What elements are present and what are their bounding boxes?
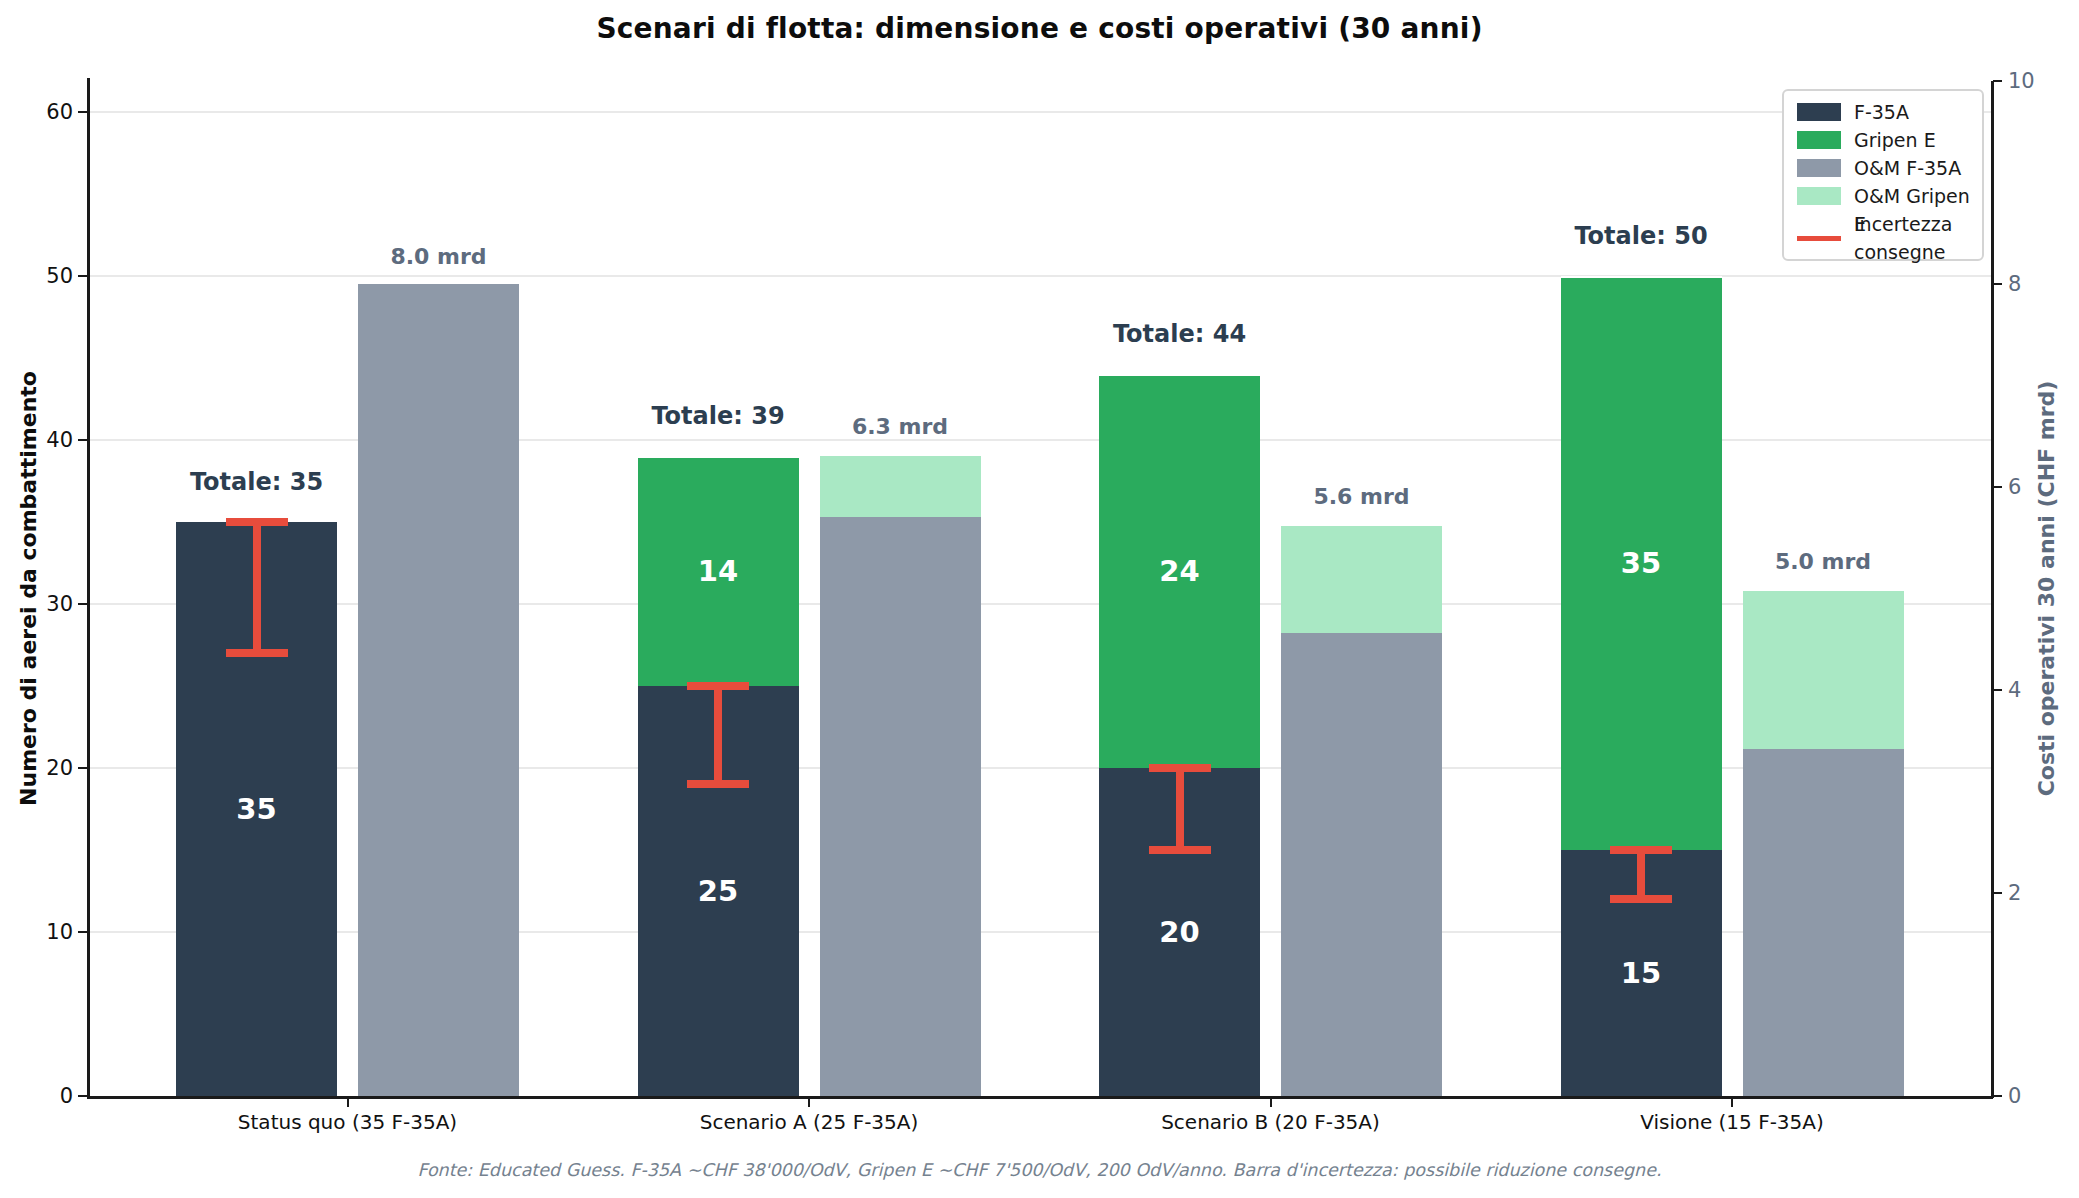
y-tick-label-right: 4	[2008, 678, 2021, 702]
y-tick-label-left: 50	[13, 264, 73, 288]
x-tick-label: Scenario A (25 F-35A)	[700, 1108, 919, 1137]
y-axis-tick-left	[78, 275, 87, 277]
plot-area: 35 Totale: 35 8.0 mrd 25 14 Totale: 39 6.3 mrd…	[0, 0, 2079, 1198]
error-bar-cap-top	[226, 518, 288, 526]
total-label: Totale: 50	[1574, 222, 1707, 250]
legend-item: O&M Gripen E	[1784, 182, 1982, 210]
right-spine	[1991, 81, 1994, 1098]
total-label: Totale: 44	[1113, 320, 1246, 348]
y-tick-label-right: 8	[2008, 272, 2021, 296]
legend-label: Gripen E	[1854, 126, 1936, 154]
right-axis-title: Costi operativi 30 anni (CHF mrd)	[2034, 329, 2059, 849]
legend-item: Incertezza consegne	[1784, 210, 1982, 266]
error-bar-cap-bottom	[1610, 895, 1672, 903]
left-axis-title: Numero di aerei da combattimento	[16, 329, 41, 849]
error-bar-cap-bottom	[687, 780, 749, 788]
y-tick-label-right: 2	[2008, 881, 2021, 905]
bar-value-label-gripen: 24	[1159, 554, 1199, 588]
error-bar-cap-bottom	[1149, 846, 1211, 854]
y-axis-tick-left	[78, 767, 87, 769]
bar-om-f35a-segment	[358, 284, 519, 1096]
legend-swatch-f-35a	[1797, 103, 1841, 121]
legend: F-35AGripen EO&M F-35AO&M Gripen EIncert…	[1782, 89, 1984, 261]
om-cost-label: 8.0 mrd	[390, 244, 486, 269]
y-axis-tick-right	[1993, 486, 2002, 488]
error-bar-cap-top	[687, 682, 749, 690]
y-axis-tick-left	[78, 111, 87, 113]
bar-value-label-f35a: 15	[1621, 956, 1661, 990]
y-tick-label-left: 0	[13, 1084, 73, 1108]
bar-value-label-f35a: 35	[236, 792, 276, 826]
bar-om-f35a-segment	[1281, 633, 1442, 1096]
legend-item: Gripen E	[1784, 126, 1982, 154]
left-spine	[87, 78, 90, 1098]
bar-om-gripen-segment	[1743, 589, 1904, 749]
legend-swatch-gripen-e	[1797, 131, 1841, 149]
bar-value-label-f35a: 20	[1159, 915, 1199, 949]
x-axis-tick	[1270, 1098, 1272, 1107]
bar-om-gripen-segment	[820, 454, 981, 518]
x-axis-tick	[808, 1098, 810, 1107]
y-axis-tick-left	[78, 1095, 87, 1097]
bar-value-label-gripen: 35	[1621, 546, 1661, 580]
bar-value-label-gripen: 14	[698, 554, 738, 588]
y-axis-tick-right	[1993, 892, 2002, 894]
legend-item: F-35A	[1784, 98, 1982, 126]
y-tick-label-right: 10	[2008, 69, 2035, 93]
y-tick-label-left: 10	[13, 920, 73, 944]
legend-label: O&M F-35A	[1854, 154, 1961, 182]
error-bar-stem	[1176, 768, 1184, 850]
source-note: Fonte: Educated Guess. F-35A ~CHF 38'000…	[0, 1160, 2079, 1180]
y-axis-tick-left	[78, 931, 87, 933]
y-axis-tick-right	[1993, 1095, 2002, 1097]
legend-label: F-35A	[1854, 98, 1909, 126]
error-bar-cap-bottom	[226, 649, 288, 657]
y-tick-label-left: 60	[13, 100, 73, 124]
bar-om-f35a-segment	[820, 517, 981, 1096]
y-tick-label-right: 6	[2008, 475, 2021, 499]
y-axis-tick-left	[78, 439, 87, 441]
bar-om-f35a-segment	[1743, 749, 1904, 1096]
y-axis-tick-right	[1993, 80, 2002, 82]
error-bar-stem	[253, 522, 261, 653]
legend-swatch-o-m-gripen-e	[1797, 187, 1841, 205]
bar-om-gripen-segment	[1281, 524, 1442, 634]
x-tick-label: Visione (15 F-35A)	[1640, 1108, 1824, 1137]
error-bar-cap-top	[1149, 764, 1211, 772]
legend-line-swatch	[1797, 236, 1841, 241]
bottom-spine	[87, 1096, 1993, 1099]
gridline	[89, 111, 1991, 113]
x-axis-tick	[347, 1098, 349, 1107]
total-label: Totale: 39	[651, 402, 784, 430]
x-tick-label: Status quo (35 F-35A)	[238, 1108, 457, 1137]
om-cost-label: 5.0 mrd	[1775, 549, 1871, 574]
legend-item: O&M F-35A	[1784, 154, 1982, 182]
y-axis-tick-right	[1993, 283, 2002, 285]
error-bar-stem	[714, 686, 722, 784]
y-axis-tick-right	[1993, 689, 2002, 691]
total-label: Totale: 35	[190, 468, 323, 496]
y-axis-tick-left	[78, 603, 87, 605]
om-cost-label: 6.3 mrd	[852, 413, 948, 438]
x-axis-tick	[1731, 1098, 1733, 1107]
error-bar-cap-top	[1610, 846, 1672, 854]
x-tick-label: Scenario B (20 F-35A)	[1161, 1108, 1380, 1137]
error-bar-stem	[1637, 850, 1645, 899]
legend-swatch-o-m-f-35a	[1797, 159, 1841, 177]
legend-label: Incertezza consegne	[1854, 210, 1952, 266]
om-cost-label: 5.6 mrd	[1313, 483, 1409, 508]
bar-value-label-f35a: 25	[698, 874, 738, 908]
y-tick-label-right: 0	[2008, 1084, 2021, 1108]
